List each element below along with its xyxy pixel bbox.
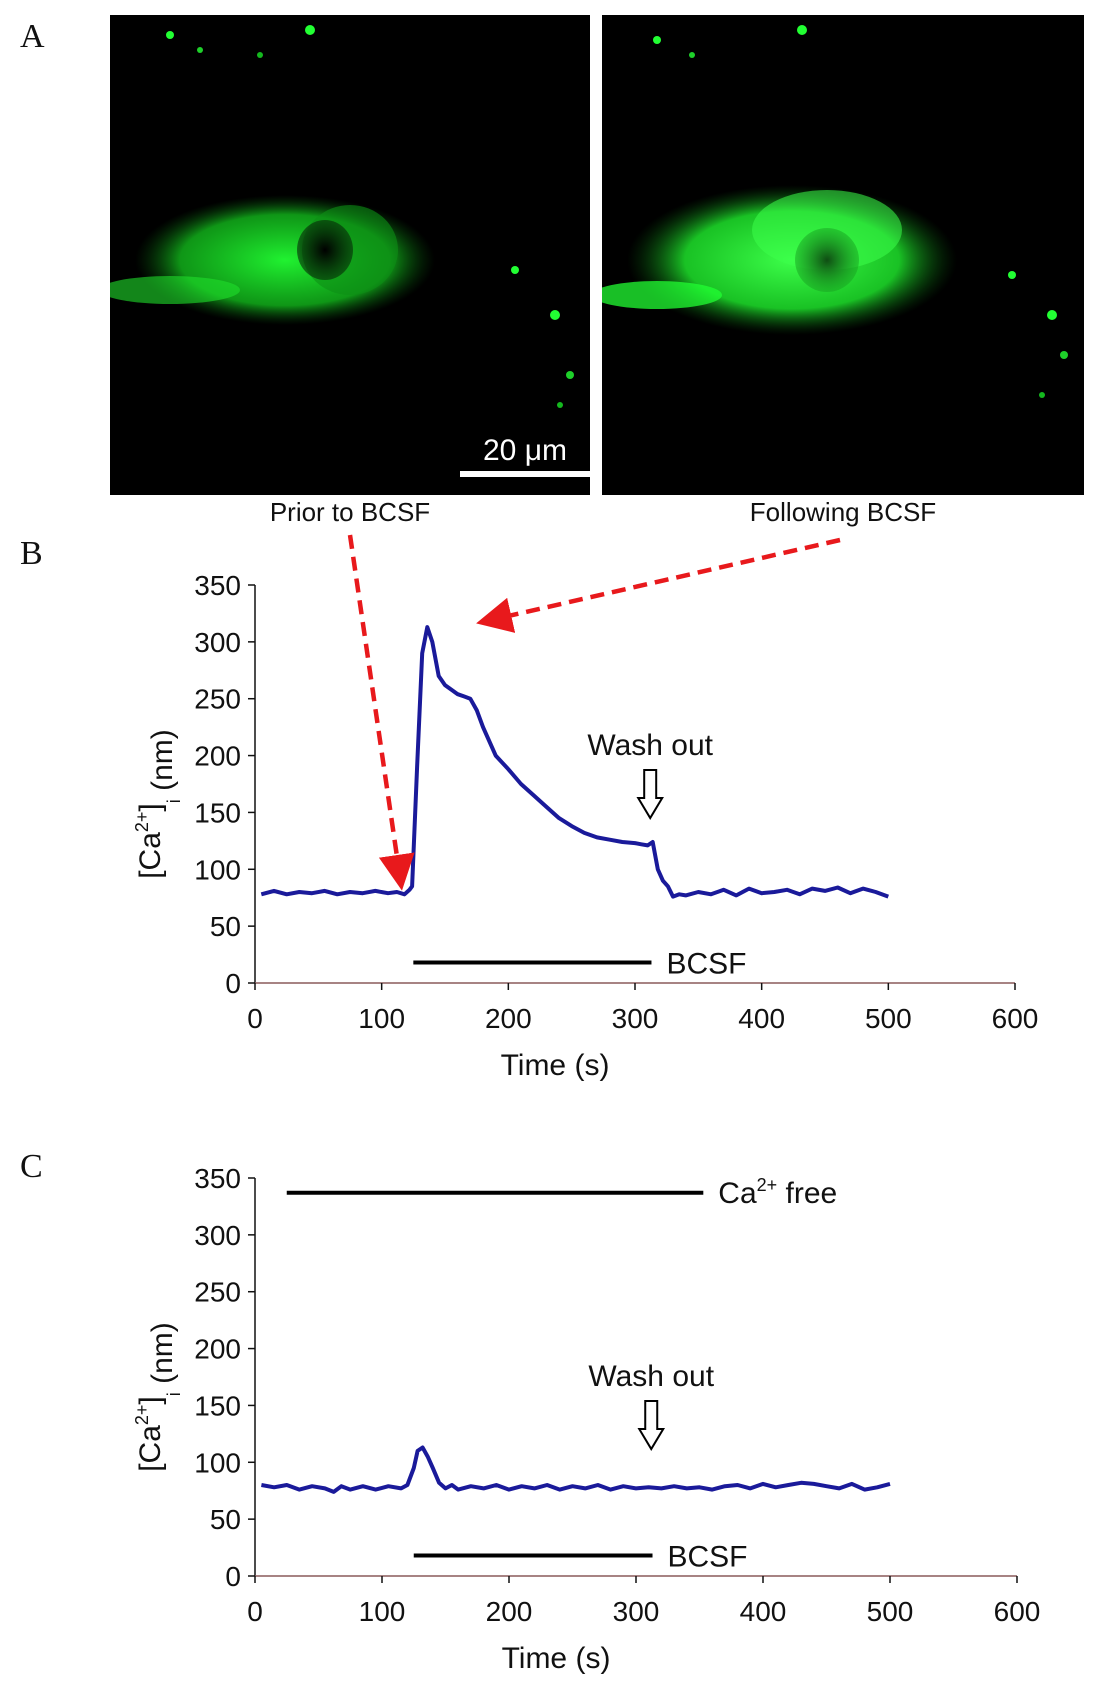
x-tick-label: 600 bbox=[994, 1596, 1041, 1627]
x-tick-label: 200 bbox=[485, 1003, 532, 1034]
y-tick-label: 300 bbox=[194, 1220, 241, 1251]
y-tick-label: 350 bbox=[194, 1163, 241, 1194]
micrograph-following-image bbox=[602, 15, 1084, 495]
y-tick-label: 150 bbox=[194, 1390, 241, 1421]
x-tick-label: 300 bbox=[612, 1003, 659, 1034]
y-tick-label: 0 bbox=[225, 1561, 241, 1592]
washout-arrow bbox=[636, 769, 664, 820]
bcsf-label: BCSF bbox=[668, 1541, 748, 1574]
panel-letter-b: B bbox=[20, 535, 43, 572]
washout-label: Wash out bbox=[588, 1360, 714, 1393]
y-axis-label-part: 2+ bbox=[132, 812, 152, 833]
y-tick-label: 100 bbox=[194, 854, 241, 885]
y-axis-label-part: [Ca bbox=[134, 1425, 167, 1472]
x-tick-label: 100 bbox=[358, 1003, 405, 1034]
micrograph-following bbox=[602, 15, 1084, 495]
series-line bbox=[261, 1445, 891, 1494]
y-tick-label: 250 bbox=[194, 1277, 241, 1308]
x-tick-label: 600 bbox=[992, 1003, 1039, 1034]
y-tick-label: 50 bbox=[210, 911, 241, 942]
panel-letter-c: C bbox=[20, 1148, 43, 1185]
y-axis-label-part: [Ca bbox=[134, 832, 167, 879]
y-tick-label: 200 bbox=[194, 741, 241, 772]
y-axis-label: [Ca2+]i (nm) bbox=[132, 729, 184, 879]
x-tick-label: 500 bbox=[867, 1596, 914, 1627]
x-tick-label: 300 bbox=[613, 1596, 660, 1627]
washout-arrow bbox=[637, 1400, 666, 1451]
y-axis-label-part: i bbox=[164, 1392, 184, 1396]
scale-bar-label: 20 μm bbox=[483, 434, 567, 467]
washout-label: Wash out bbox=[587, 729, 713, 762]
x-tick-label: 100 bbox=[359, 1596, 406, 1627]
y-tick-label: 250 bbox=[194, 684, 241, 715]
caption-following: Following BCSF bbox=[749, 497, 937, 527]
x-tick-label: 0 bbox=[247, 1003, 263, 1034]
micrograph-prior: 20 μm bbox=[110, 15, 590, 495]
panel-letter-a: A bbox=[20, 18, 45, 55]
y-tick-label: 50 bbox=[210, 1504, 241, 1535]
x-tick-label: 400 bbox=[738, 1003, 785, 1034]
y-tick-label: 350 bbox=[194, 570, 241, 601]
y-axis-label-part: i bbox=[164, 799, 184, 803]
ca-free-label: Ca2+ free bbox=[718, 1175, 837, 1210]
x-tick-label: 200 bbox=[486, 1596, 533, 1627]
red-arrow-following bbox=[476, 537, 841, 633]
y-axis-label-part: ] bbox=[134, 803, 167, 811]
y-tick-label: 100 bbox=[194, 1447, 241, 1478]
y-tick-label: 300 bbox=[194, 627, 241, 658]
x-axis-label: Time (s) bbox=[501, 1049, 610, 1082]
y-tick-label: 150 bbox=[194, 797, 241, 828]
y-axis-label: [Ca2+]i (nm) bbox=[132, 1322, 184, 1472]
scale-bar bbox=[460, 471, 590, 477]
x-axis-label: Time (s) bbox=[502, 1642, 611, 1675]
y-tick-label: 0 bbox=[225, 968, 241, 999]
x-tick-label: 400 bbox=[740, 1596, 787, 1627]
bcsf-label: BCSF bbox=[666, 948, 746, 981]
y-axis-label-part: 2+ bbox=[132, 1405, 152, 1426]
x-tick-label: 500 bbox=[865, 1003, 912, 1034]
y-axis-label-part: ] bbox=[134, 1396, 167, 1404]
series-line bbox=[260, 625, 889, 899]
y-tick-label: 200 bbox=[194, 1334, 241, 1365]
caption-prior: Prior to BCSF bbox=[269, 497, 431, 527]
y-axis-label-part: (nm) bbox=[146, 1322, 179, 1392]
red-arrow-prior bbox=[347, 534, 415, 891]
x-tick-label: 0 bbox=[247, 1596, 263, 1627]
micrograph-prior-image: 20 μm bbox=[110, 15, 590, 495]
y-axis-label-part: (nm) bbox=[146, 729, 179, 799]
